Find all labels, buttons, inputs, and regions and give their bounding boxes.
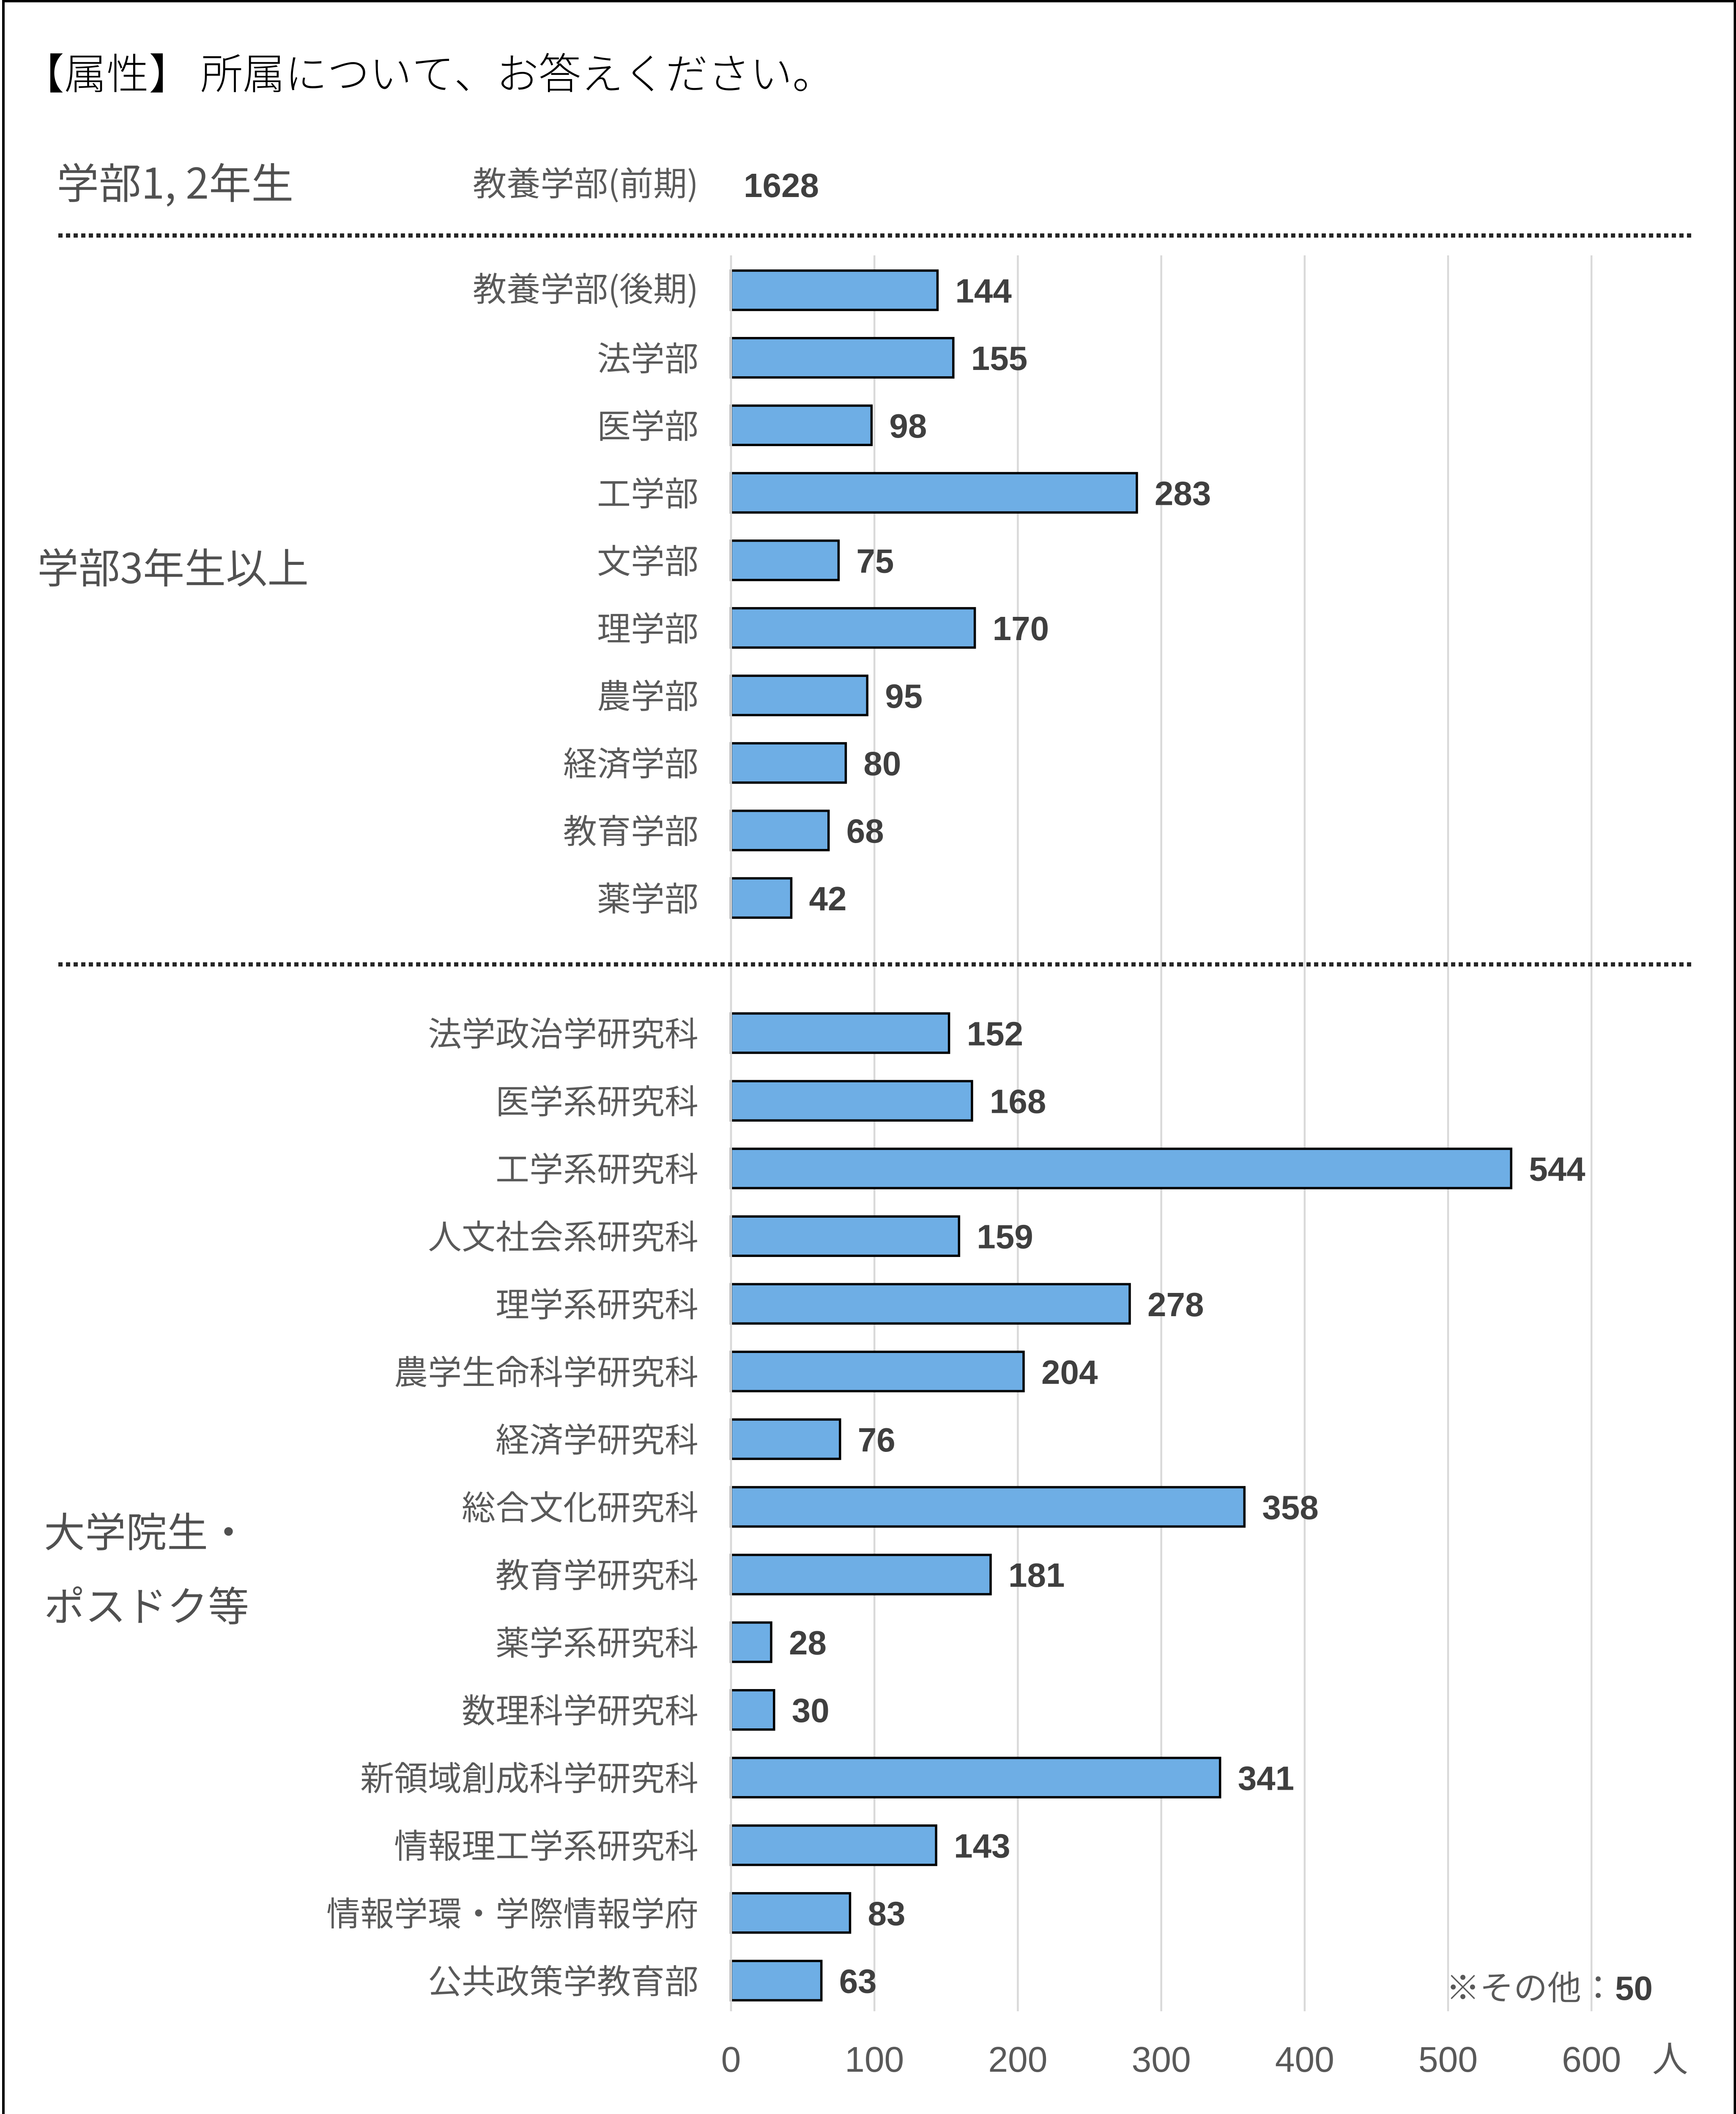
svg-text:100: 100 bbox=[845, 2040, 904, 2079]
svg-text:358: 358 bbox=[1262, 1489, 1318, 1526]
svg-text:28: 28 bbox=[789, 1624, 827, 1662]
svg-text:80: 80 bbox=[863, 745, 901, 783]
svg-text:30: 30 bbox=[792, 1692, 830, 1729]
svg-text:544: 544 bbox=[1529, 1150, 1585, 1188]
svg-text:75: 75 bbox=[856, 542, 894, 580]
svg-text:0: 0 bbox=[721, 2040, 741, 2079]
svg-text:283: 283 bbox=[1155, 475, 1211, 512]
svg-text:143: 143 bbox=[954, 1827, 1010, 1865]
svg-text:170: 170 bbox=[993, 610, 1049, 647]
svg-text:278: 278 bbox=[1147, 1286, 1204, 1323]
svg-text:68: 68 bbox=[846, 812, 884, 850]
svg-text:181: 181 bbox=[1008, 1556, 1065, 1594]
svg-text:600: 600 bbox=[1562, 2040, 1621, 2079]
svg-text:500: 500 bbox=[1418, 2040, 1478, 2079]
svg-text:42: 42 bbox=[809, 880, 847, 917]
svg-text:83: 83 bbox=[868, 1895, 906, 1932]
svg-text:50: 50 bbox=[1615, 1969, 1653, 2007]
svg-text:300: 300 bbox=[1132, 2040, 1191, 2079]
svg-text:1628: 1628 bbox=[744, 167, 819, 204]
svg-text:63: 63 bbox=[839, 1963, 877, 2000]
svg-text:168: 168 bbox=[990, 1083, 1046, 1120]
svg-text:152: 152 bbox=[967, 1015, 1023, 1053]
svg-text:98: 98 bbox=[889, 407, 927, 445]
svg-text:200: 200 bbox=[988, 2040, 1047, 2079]
svg-text:95: 95 bbox=[885, 677, 923, 715]
svg-text:76: 76 bbox=[858, 1421, 895, 1459]
svg-text:204: 204 bbox=[1041, 1353, 1098, 1391]
svg-text:159: 159 bbox=[977, 1218, 1033, 1256]
svg-text:341: 341 bbox=[1238, 1759, 1294, 1797]
svg-text:400: 400 bbox=[1275, 2040, 1334, 2079]
svg-text:155: 155 bbox=[971, 340, 1027, 377]
svg-text:144: 144 bbox=[955, 272, 1012, 310]
